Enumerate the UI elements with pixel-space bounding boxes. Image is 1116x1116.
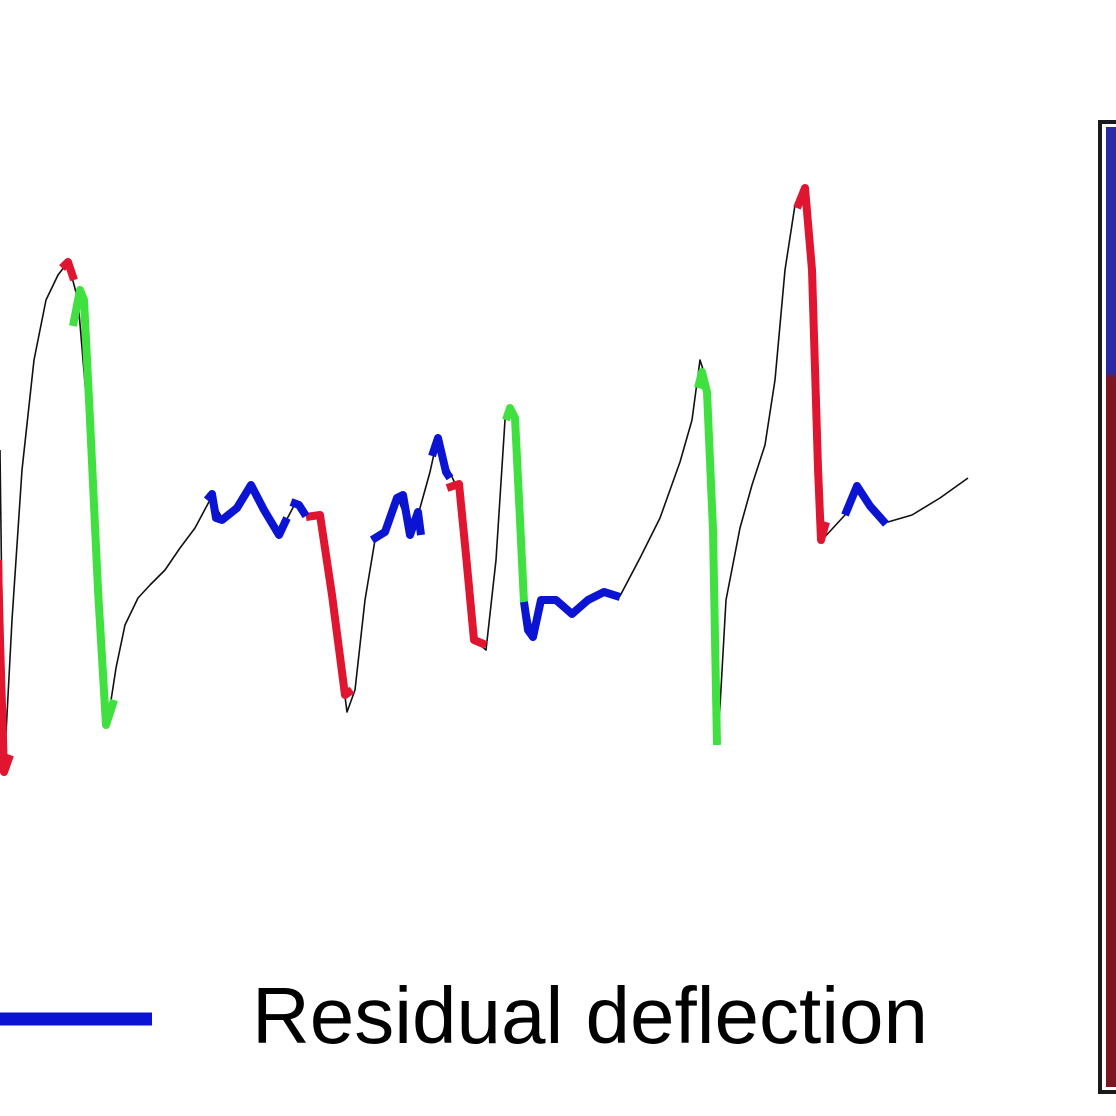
signal-trace: [0, 187, 969, 773]
green-segment: [694, 368, 721, 746]
blue-segment: [520, 588, 622, 641]
blue-segment: [203, 481, 291, 539]
color-bar: [1098, 120, 1116, 1094]
color-bar-fill: [1106, 127, 1116, 1087]
green-segment: [69, 286, 118, 729]
legend-residual-label: Residual deflection: [252, 971, 928, 1060]
red-segment: [793, 184, 830, 544]
blue-segment: [369, 491, 425, 544]
legend: Residual deflection: [0, 971, 928, 1060]
red-segment: [305, 511, 355, 699]
blue-segments: [203, 434, 889, 641]
green-segments: [69, 286, 721, 746]
red-segment: [59, 258, 78, 282]
blue-segment: [841, 482, 889, 527]
red-segment: [445, 480, 488, 649]
green-segment: [502, 404, 528, 604]
red-segment: [0, 559, 14, 776]
blue-segment: [428, 434, 454, 481]
red-segments: [0, 184, 830, 776]
blue-segment: [289, 498, 310, 519]
